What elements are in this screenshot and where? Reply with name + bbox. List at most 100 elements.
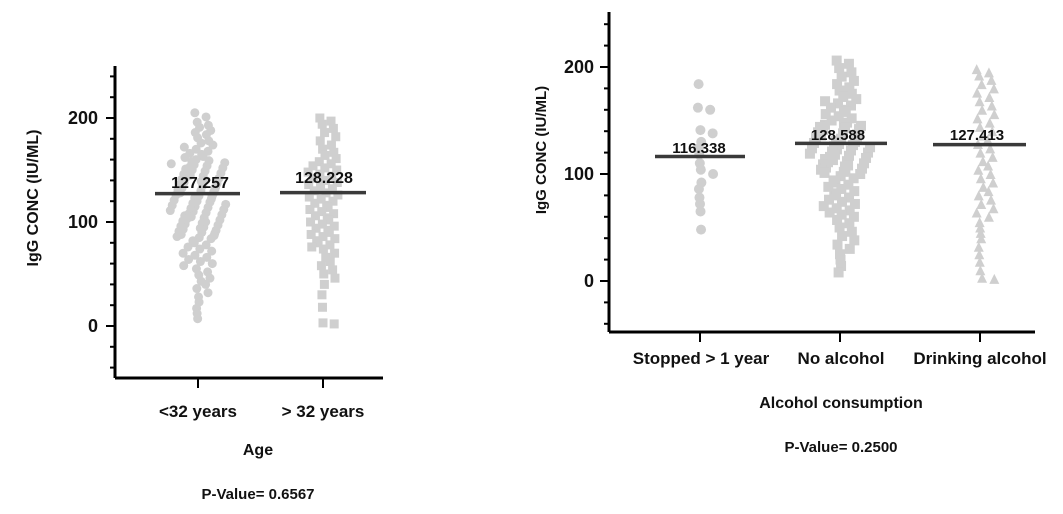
right-point bbox=[986, 74, 997, 85]
left-point bbox=[196, 138, 206, 148]
left-point bbox=[303, 167, 313, 177]
left-point bbox=[310, 211, 320, 221]
right-point bbox=[833, 98, 844, 109]
right-point bbox=[985, 143, 996, 154]
left-point bbox=[331, 132, 341, 142]
right-means: 116.338 128.588 127.413 bbox=[655, 127, 1026, 159]
left-mean-label-0: 127.257 bbox=[171, 175, 229, 192]
left-y-axis-title: IgG CONC (IU/ML) bbox=[25, 130, 42, 267]
left-data-points bbox=[165, 108, 343, 329]
right-point bbox=[984, 117, 995, 128]
right-point bbox=[982, 134, 993, 145]
right-point bbox=[834, 222, 845, 233]
right-point bbox=[804, 148, 815, 159]
right-point bbox=[846, 100, 856, 111]
left-point bbox=[195, 257, 205, 267]
left-point bbox=[320, 175, 330, 185]
left-point bbox=[309, 173, 319, 183]
right-point bbox=[843, 179, 854, 190]
right-point bbox=[835, 249, 845, 260]
right-point bbox=[988, 83, 999, 94]
right-point bbox=[843, 150, 854, 161]
left-point bbox=[320, 128, 330, 138]
left-point bbox=[309, 186, 319, 196]
right-point bbox=[810, 132, 821, 143]
right-point bbox=[844, 218, 855, 229]
right-point bbox=[973, 241, 984, 252]
left-category-label-0: <32 years bbox=[159, 402, 237, 421]
right-x-axis-title: Alcohol consumption bbox=[759, 395, 923, 412]
left-point bbox=[327, 171, 337, 181]
right-point bbox=[844, 192, 855, 203]
right-mean-label-0: 116.338 bbox=[672, 140, 725, 157]
right-point bbox=[977, 130, 988, 141]
left-point bbox=[329, 221, 339, 231]
left-point bbox=[317, 119, 327, 129]
right-point bbox=[988, 203, 999, 214]
right-point bbox=[835, 171, 846, 182]
right-point bbox=[843, 58, 854, 69]
left-point bbox=[195, 244, 205, 254]
right-point bbox=[977, 104, 988, 115]
left-point bbox=[319, 269, 329, 279]
left-point bbox=[178, 248, 188, 258]
left-point bbox=[311, 223, 321, 233]
left-point bbox=[315, 169, 325, 179]
right-point bbox=[831, 203, 842, 214]
right-point bbox=[695, 125, 706, 136]
right-point bbox=[836, 261, 847, 272]
right-point bbox=[838, 91, 849, 102]
right-point bbox=[836, 183, 847, 194]
right-y-axis: 0 100 200 IgG CONC (IU/ML) bbox=[533, 12, 611, 332]
left-point bbox=[193, 314, 203, 324]
right-point bbox=[987, 151, 998, 162]
right-point bbox=[972, 87, 983, 98]
right-point bbox=[857, 163, 867, 174]
right-point bbox=[976, 198, 987, 209]
right-data-points bbox=[692, 55, 1000, 284]
right-point bbox=[974, 217, 985, 228]
right-point bbox=[832, 239, 843, 250]
right-point bbox=[806, 143, 817, 154]
left-point bbox=[305, 205, 315, 215]
right-point bbox=[848, 211, 859, 222]
left-point bbox=[306, 229, 316, 239]
right-minor-ticks bbox=[604, 23, 609, 325]
right-point bbox=[820, 109, 831, 120]
right-point bbox=[836, 71, 847, 82]
left-point bbox=[202, 252, 212, 262]
right-p-value: P-Value= 0.2500 bbox=[785, 439, 898, 456]
right-mean-label-1: 128.588 bbox=[811, 127, 865, 144]
left-point bbox=[207, 259, 217, 269]
right-point bbox=[820, 96, 831, 107]
panel-age: 0 100 200 IgG CONC (IU/ML) <32 years > 3… bbox=[25, 66, 383, 503]
right-point bbox=[844, 243, 855, 254]
right-point bbox=[861, 152, 872, 163]
right-point bbox=[836, 196, 847, 207]
right-point bbox=[833, 267, 844, 278]
right-point bbox=[695, 206, 706, 217]
left-point bbox=[190, 108, 200, 118]
left-point bbox=[328, 265, 338, 275]
left-point bbox=[326, 116, 336, 126]
left-point bbox=[316, 261, 326, 271]
left-y-axis: 0 100 200 IgG CONC (IU/ML) bbox=[25, 66, 117, 378]
right-point bbox=[986, 100, 997, 111]
right-y-axis-title: IgG CONC (IU/ML) bbox=[533, 86, 550, 214]
right-point bbox=[972, 113, 983, 124]
right-category-label-0: Stopped > 1 year bbox=[633, 349, 770, 368]
right-point bbox=[832, 79, 843, 90]
left-point bbox=[330, 234, 340, 244]
right-point bbox=[975, 173, 986, 184]
right-y-tick-label-100: 100 bbox=[564, 164, 594, 184]
right-point bbox=[695, 164, 706, 175]
left-point bbox=[324, 227, 334, 237]
left-point bbox=[318, 144, 328, 154]
left-point bbox=[325, 257, 335, 267]
left-point bbox=[319, 279, 329, 289]
right-point bbox=[849, 198, 860, 209]
right-point bbox=[832, 215, 843, 226]
right-point bbox=[983, 67, 994, 78]
left-point bbox=[313, 238, 323, 248]
right-point bbox=[846, 145, 856, 156]
